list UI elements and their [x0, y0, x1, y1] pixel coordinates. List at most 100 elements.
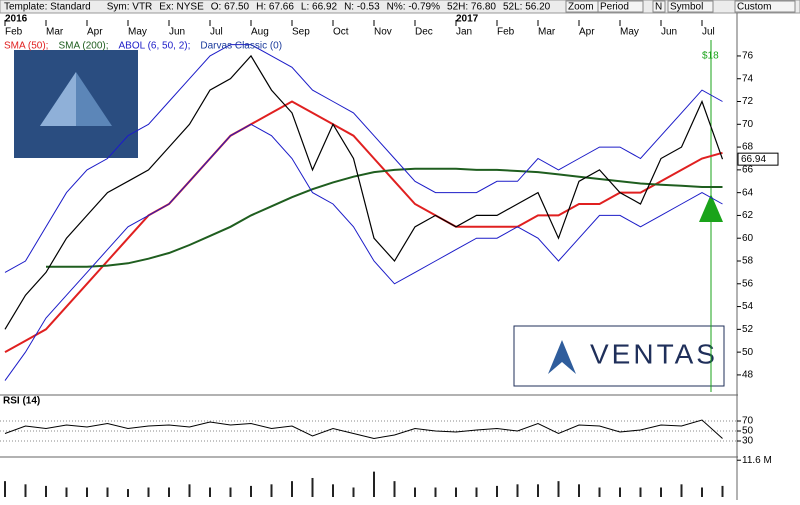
toolbar-button-label[interactable]: Symbol — [670, 2, 703, 13]
y-tick-label: 60 — [742, 233, 754, 244]
x-tick-label: Jul — [702, 27, 715, 38]
company-logo-left — [14, 50, 138, 158]
last-price-box — [737, 152, 779, 166]
last-price-label: 66.94 — [741, 154, 766, 165]
volume-bar — [65, 487, 68, 497]
volume-bar — [475, 487, 478, 497]
y-tick-label: 64 — [742, 187, 754, 198]
indicator-line — [4, 44, 723, 273]
legend-entry: Darvas Classic (0) — [200, 41, 282, 52]
volume-bar — [619, 487, 621, 497]
y-tick-label: 11.6 M — [742, 455, 772, 466]
x-tick-label: Aug — [251, 27, 269, 38]
x-tick-label: Jan — [456, 27, 472, 38]
volume-bar — [557, 481, 560, 497]
y-tick-label: 54 — [742, 301, 754, 312]
rsi-line — [4, 419, 723, 440]
volume-bar — [250, 485, 252, 497]
pane-title: RSI (14) — [3, 396, 40, 407]
legend-entry: SMA (200); — [58, 41, 108, 52]
indicator-line — [4, 100, 723, 353]
volume-bar — [24, 484, 27, 497]
volume-bar — [414, 487, 416, 497]
x-tick-label: Sep — [292, 27, 310, 38]
volume-bar — [311, 477, 314, 497]
toolbar-field: Sym: VTR — [107, 2, 153, 13]
annotation: $18 — [702, 51, 719, 62]
volume-bar — [496, 485, 498, 497]
toolbar-field: Ex: NYSE — [159, 2, 204, 13]
volume-bar — [598, 487, 601, 497]
toolbar-field: L: 66.92 — [301, 2, 338, 13]
volume-bar — [434, 487, 437, 497]
x-tick-label: Mar — [538, 27, 556, 38]
volume-bar — [537, 484, 539, 497]
ventas-logo: VENTAS — [513, 325, 725, 387]
volume-bar — [455, 487, 457, 497]
volume-bar — [373, 471, 375, 497]
indicator-line — [46, 167, 723, 268]
toolbar-button[interactable] — [667, 0, 714, 13]
volume-bar — [721, 485, 724, 497]
volume-bar — [660, 487, 662, 497]
y-tick-label: 56 — [742, 278, 754, 289]
y-tick-label: 70 — [742, 119, 754, 130]
y-tick-label: 76 — [742, 51, 754, 62]
toolbar-button-label[interactable]: Period — [600, 2, 629, 13]
volume-bar — [229, 487, 232, 497]
y-tick-label: 62 — [742, 210, 754, 221]
y-tick-label: 58 — [742, 256, 754, 267]
volume-bar — [188, 484, 191, 497]
y-tick-label: 50 — [742, 426, 754, 437]
volume-bar — [291, 481, 293, 497]
y-tick-label: 72 — [742, 96, 754, 107]
volume-bar — [209, 487, 211, 497]
volume-bar — [516, 484, 519, 497]
toolbar-button[interactable] — [652, 0, 666, 13]
price-line — [4, 54, 724, 330]
toolbar-field: H: 67.66 — [256, 2, 294, 13]
toolbar-button-label[interactable]: Custom — [737, 2, 771, 13]
legend-entry: ABOL (6, 50, 2); — [119, 41, 191, 52]
year-label: 2017 — [456, 14, 479, 25]
x-tick-label: Mar — [46, 27, 64, 38]
volume-bar — [578, 484, 580, 497]
volume-bar — [332, 484, 334, 497]
toolbar-field: N: -0.53 — [344, 2, 380, 13]
y-tick-label: 50 — [742, 347, 754, 358]
x-tick-label: Jul — [210, 27, 223, 38]
toolbar-field: O: 67.50 — [211, 2, 250, 13]
x-tick-label: Jun — [169, 27, 185, 38]
volume-bar — [680, 484, 683, 497]
volume-bar — [701, 487, 703, 497]
toolbar-field: Template: Standard — [4, 2, 91, 13]
y-tick-label: 66 — [742, 165, 754, 176]
x-tick-label: Jun — [661, 27, 677, 38]
x-tick-label: Apr — [579, 27, 595, 38]
toolbar-field: 52H: 76.80 — [447, 2, 496, 13]
x-tick-label: Nov — [374, 27, 392, 38]
x-tick-label: Feb — [497, 27, 515, 38]
volume-bar — [270, 484, 273, 497]
volume-bar — [106, 487, 109, 497]
toolbar-button[interactable] — [734, 0, 796, 13]
toolbar-button[interactable] — [597, 0, 644, 13]
y-tick-label: 74 — [742, 73, 754, 84]
x-tick-label: Apr — [87, 27, 103, 38]
x-tick-label: May — [620, 27, 639, 38]
x-tick-label: May — [128, 27, 147, 38]
y-tick-label: 30 — [742, 436, 754, 447]
legend-entry: SMA (50); — [4, 41, 48, 52]
volume-bar — [45, 485, 47, 497]
y-tick-label: 48 — [742, 370, 754, 381]
volume-bar — [4, 481, 6, 497]
x-tick-label: Feb — [5, 27, 23, 38]
toolbar-button-label[interactable]: Zoom — [568, 2, 594, 13]
x-tick-label: Oct — [333, 27, 349, 38]
volume-bar — [393, 481, 396, 497]
y-tick-label: 68 — [742, 142, 754, 153]
toolbar-button-label[interactable]: N — [655, 2, 662, 13]
y-tick-label: 70 — [742, 416, 754, 427]
toolbar-field: 52L: 56.20 — [503, 2, 551, 13]
